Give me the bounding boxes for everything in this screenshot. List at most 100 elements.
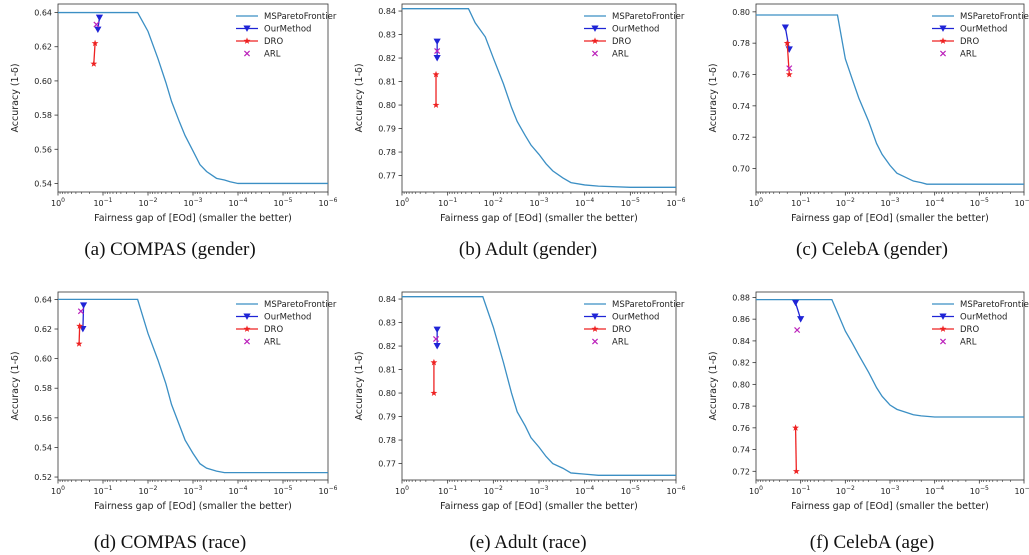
x-tick-label: 10−5 [621,485,640,496]
y-tick-label: 0.84 [378,295,396,304]
data-point-dro [76,322,84,329]
y-tick-label: 0.72 [732,467,750,476]
data-point-dro [792,424,799,431]
x-tick-label: 10−3 [880,485,899,496]
legend-label-arl: ARL [960,50,977,60]
y-tick-label: 0.78 [732,402,750,411]
series-line-dro [93,43,96,64]
data-point-ourmethod [79,302,88,309]
x-tick-label: 10−1 [438,197,457,208]
series-line-msparetofrontier [58,11,328,185]
x-tick-label: 10−2 [138,485,157,496]
data-point-ourmethod [781,24,789,31]
legend-label-ourmethod: OurMethod [612,313,659,323]
legend-label-dro: DRO [960,37,979,47]
data-point-arl [794,327,801,334]
x-tick-label: 10−6 [1014,485,1029,496]
x-tick-label: 10−5 [970,197,989,208]
legend-marker-arl [939,50,947,57]
y-tick-label: 0.72 [732,133,750,142]
legend-label-ourmethod: OurMethod [960,313,1007,323]
y-tick-label: 0.79 [378,125,396,134]
x-tick-label: 10−2 [484,197,503,208]
x-tick-label: 100 [395,485,409,496]
x-tick-label: 10−6 [318,197,337,208]
y-axis-label: Accuracy (1-δ) [354,351,365,420]
y-tick-label: 0.54 [34,179,52,188]
plot-frame [755,291,1025,481]
legend-marker-dro [939,325,947,332]
x-tick-label: 10−6 [318,485,337,496]
chart-panel-5: 100 10−1 10−2 10−3 10−4 10−5 10−6 0.84 0.83 0.82 0… [354,291,686,553]
legend-label-msparetofrontier: MSParetoFrontier [264,300,337,310]
series-line-msparetofrontier [402,296,676,476]
data-point-ourmethod [94,26,102,34]
y-tick-label: 0.84 [378,7,396,16]
x-tick-label: 100 [51,197,65,208]
legend-label-dro: DRO [960,325,979,335]
y-axis-label: Accuracy (1-δ) [708,351,719,420]
y-tick-label: 0.76 [732,71,750,80]
legend-label-dro: DRO [612,325,631,335]
x-axis-label: Fairness gap of [EOd] (smaller the bette… [791,501,989,512]
legend-label-ourmethod: OurMethod [264,313,311,323]
legend-label-arl: ARL [612,50,629,60]
y-tick-label: 0.64 [34,9,52,18]
data-point-arl [77,308,84,315]
x-tick-label: 10−4 [575,485,594,496]
legend-label-msparetofrontier: MSParetoFrontier [612,12,685,22]
legend-marker-ourmethod [939,25,947,32]
data-point-ourmethod [433,38,441,45]
y-tick-label: 0.80 [378,389,396,398]
legend-label-ourmethod: OurMethod [612,25,659,35]
x-tick-label: 10−4 [228,485,247,496]
y-tick-label: 0.74 [732,102,750,111]
x-axis-label: Fairness gap of [EOd] (smaller the bette… [791,213,989,224]
legend-label-arl: ARL [612,338,629,348]
y-tick-label: 0.78 [378,148,396,157]
y-tick-label: 0.80 [378,101,396,110]
data-point-dro [75,340,83,347]
x-tick-label: 10−5 [970,485,989,496]
figure-caption: (d) COMPAS (race) [94,532,246,553]
legend-label-ourmethod: OurMethod [264,25,311,35]
legend-label-ourmethod: OurMethod [960,25,1007,35]
data-point-dro [90,60,98,67]
y-tick-label: 0.86 [732,315,750,324]
x-tick-label: 10−6 [1014,197,1029,208]
figure-caption: (f) CelebA (age) [810,532,935,553]
figure-caption: (b) Adult (gender) [459,239,597,260]
legend-label-msparetofrontier: MSParetoFrontier [612,300,685,310]
x-axis-label: Fairness gap of [EOd] (smaller the bette… [94,213,292,224]
plot-frame [57,3,329,193]
series-line-msparetofrontier [58,298,328,474]
y-tick-label: 0.76 [732,424,750,433]
x-tick-label: 10−3 [183,485,202,496]
data-point-dro [432,70,440,78]
y-tick-label: 0.64 [34,295,52,304]
data-point-dro [783,39,791,47]
y-tick-label: 0.82 [732,359,750,368]
y-axis-label: Accuracy (1-δ) [10,63,21,132]
y-tick-label: 0.58 [34,384,52,393]
x-tick-label: 10−4 [228,197,247,208]
data-point-ourmethod [433,326,441,333]
x-tick-label: 10−5 [621,197,640,208]
legend-marker-arl [939,338,947,345]
x-tick-label: 10−1 [93,197,112,208]
data-point-dro [430,389,438,396]
y-tick-label: 0.78 [732,39,750,48]
y-tick-label: 0.77 [378,172,396,181]
legend-label-dro: DRO [264,37,283,47]
x-axis-label: Fairness gap of [EOd] (smaller the bette… [440,213,638,224]
x-tick-label: 10−4 [925,485,944,496]
series-line-msparetofrontier [756,298,1024,418]
plot-frame [401,291,677,481]
series-line-msparetofrontier [402,8,676,188]
x-tick-label: 10−2 [484,485,503,496]
x-tick-label: 10−6 [666,197,685,208]
y-axis-label: Accuracy (1-δ) [354,63,365,132]
y-tick-label: 0.79 [378,413,396,422]
data-point-ourmethod [797,316,805,323]
